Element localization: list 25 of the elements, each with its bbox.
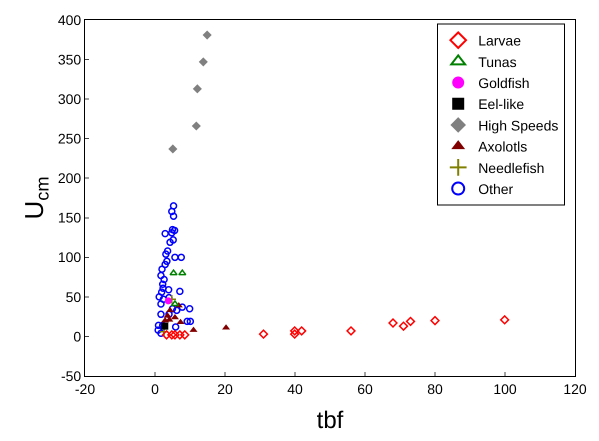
y-tick-label: 200 <box>58 170 82 186</box>
x-tick-label: 0 <box>151 380 160 397</box>
y-tick-label: 100 <box>58 249 82 266</box>
y-tick-label: 250 <box>58 130 82 147</box>
legend-label: Axolotls <box>478 138 528 155</box>
legend-label: Other <box>478 181 514 198</box>
x-tick-label: 40 <box>287 380 303 397</box>
legend-label: Larvae <box>478 32 522 49</box>
x-tick-label: 20 <box>217 380 233 397</box>
x-tick-label: 120 <box>563 380 587 397</box>
legend-label: Needlefish <box>478 160 544 176</box>
y-tick-label: 350 <box>58 51 82 68</box>
x-tick-label: 60 <box>357 380 373 397</box>
x-tick-label: 100 <box>493 380 517 397</box>
x-tick-label: 80 <box>427 380 443 397</box>
x-axis-title: tbf <box>316 407 344 434</box>
y-tick-label: 50 <box>66 288 82 305</box>
legend-label: High Speeds <box>478 117 558 134</box>
y-tick-label: 150 <box>58 210 82 226</box>
y-tick-label: 400 <box>58 12 82 28</box>
y-tick-label: 300 <box>58 91 82 108</box>
legend-label: Goldfish <box>478 75 530 92</box>
legend-label: Tunas <box>478 54 517 70</box>
y-tick-label: 0 <box>73 328 82 344</box>
legend-label: Eel-like <box>478 96 524 112</box>
